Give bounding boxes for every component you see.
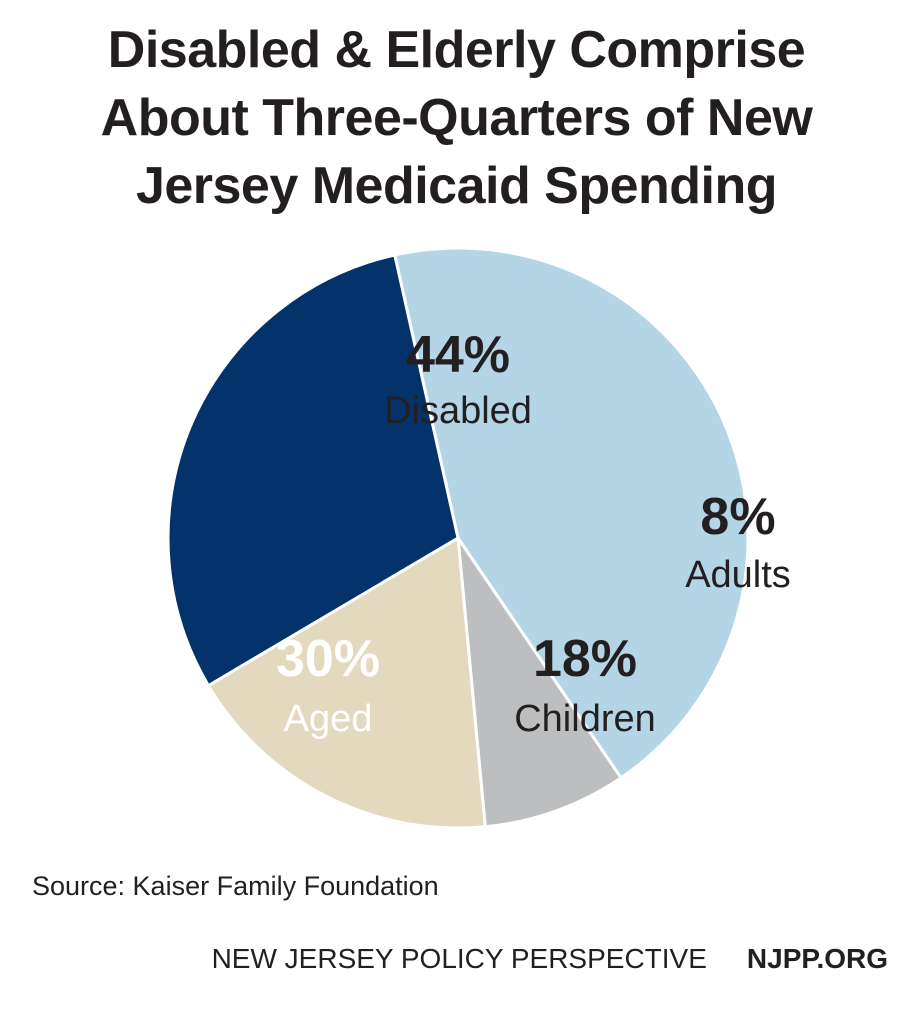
organization-name: NEW JERSEY POLICY PERSPECTIVE [211,943,707,974]
slice-label-children: Children [514,698,656,740]
slice-value-adults: 8% [700,488,775,546]
chart-title-line-2: About Three-Quarters of New [100,89,813,147]
chart-title-line-1: Disabled & Elderly Comprise [107,21,806,79]
source-note: Source: Kaiser Family Foundation [32,871,439,901]
footer-bar: NEW JERSEY POLICY PERSPECTIVE NJPP.ORG [0,943,888,975]
chart-title: Disabled & Elderly Comprise About Three-… [0,16,913,220]
slice-label-aged: Aged [284,698,373,740]
slice-label-adults: Adults [685,554,791,596]
pie-slices [166,246,750,830]
slice-value-disabled: 44% [406,326,510,384]
slice-value-aged: 30% [276,630,380,688]
slice-value-children: 18% [533,630,637,688]
slice-adults [456,536,623,829]
chart-title-line-3: Jersey Medicaid Spending [135,157,778,215]
website-link[interactable]: NJPP.ORG [746,943,888,974]
slice-label-disabled: Disabled [384,390,532,432]
slice-disabled [393,246,750,780]
pie-labels: 44% Disabled 8% Adults 18% Children 30% Aged [276,326,791,740]
slice-aged [166,253,460,688]
slice-children [206,536,487,830]
